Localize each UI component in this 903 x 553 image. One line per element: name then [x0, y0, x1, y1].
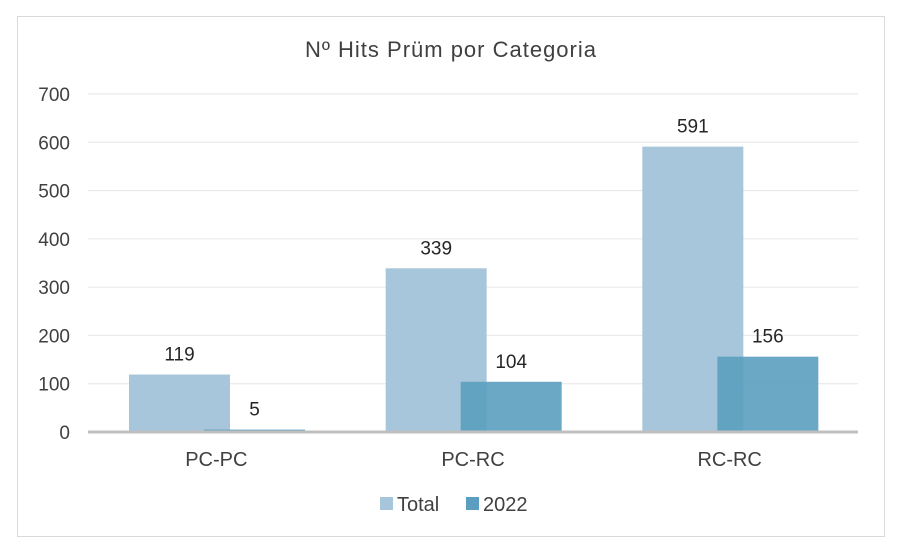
y-tick-label: 500 — [38, 182, 70, 203]
data-label: 339 — [420, 238, 452, 259]
bar-total-pc-pc — [129, 374, 230, 432]
legend-label: Total — [397, 494, 439, 516]
y-tick-label: 200 — [38, 326, 70, 347]
data-label: 119 — [164, 345, 194, 366]
x-category-label: PC-RC — [441, 449, 504, 471]
legend: Total 2022 — [380, 494, 528, 516]
y-tick-label: 0 — [59, 423, 70, 444]
bar-2022-pc-rc — [460, 381, 562, 432]
data-label: 156 — [752, 327, 784, 348]
x-category-label: RC-RC — [697, 449, 761, 471]
data-label: 104 — [495, 352, 527, 373]
y-tick-label: 400 — [38, 230, 70, 251]
data-label: 591 — [677, 117, 709, 138]
bars — [129, 146, 819, 433]
x-category-label: PC-PC — [185, 449, 247, 471]
legend-label: 2022 — [483, 494, 528, 516]
legend-swatch-total — [380, 497, 393, 510]
data-label: 5 — [249, 400, 260, 421]
y-tick-label: 300 — [38, 278, 70, 299]
bar-2022-rc-rc — [717, 356, 819, 432]
legend-swatch-2022 — [466, 497, 479, 510]
data-labels: 119 5 339 104 591 156 — [164, 117, 783, 421]
y-axis-ticks: 0 100 200 300 400 500 600 700 — [38, 85, 70, 444]
y-tick-label: 700 — [38, 85, 70, 106]
x-axis-categories: PC-PC PC-RC RC-RC — [185, 449, 762, 471]
y-tick-label: 100 — [38, 375, 70, 396]
y-tick-label: 600 — [38, 133, 70, 154]
chart-title: Nº Hits Prüm por Categoria — [305, 37, 597, 62]
